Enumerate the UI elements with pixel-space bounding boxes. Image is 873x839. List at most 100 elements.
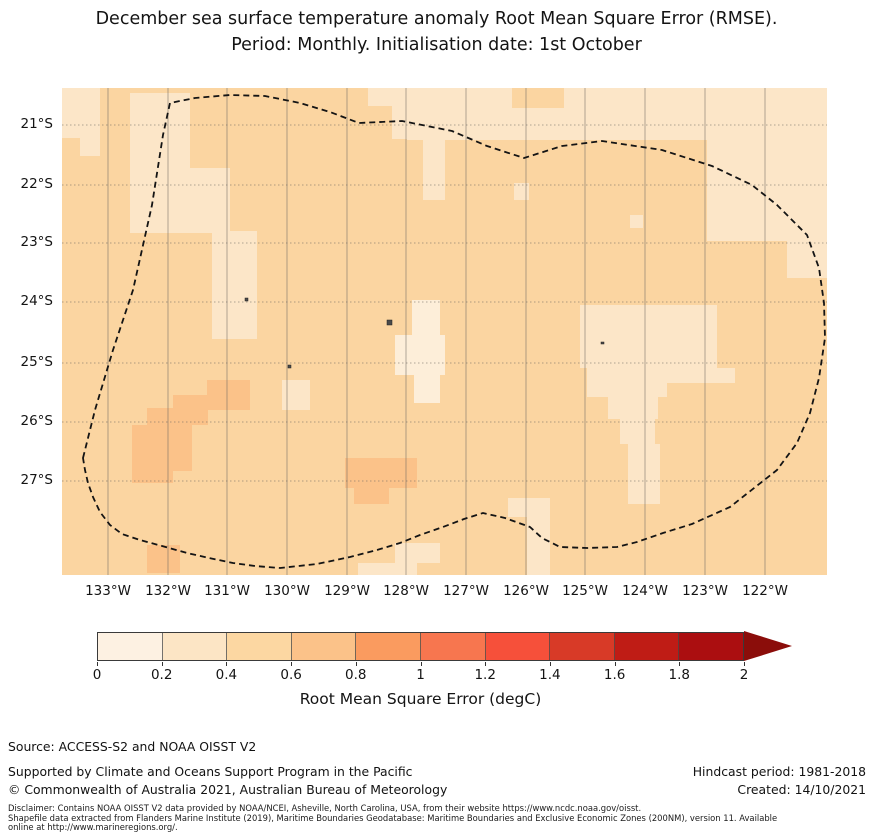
sst-rmse-heatmap: [62, 88, 827, 575]
heatmap-patch: [132, 425, 173, 483]
heatmap-patch: [587, 368, 735, 383]
heatmap-patch: [620, 419, 655, 444]
colorbar-label: Root Mean Square Error (degC): [299, 690, 542, 708]
heatmap-patch: [207, 380, 250, 410]
heatmap-patch: [282, 380, 310, 410]
y-tick-label: 27°S: [20, 472, 54, 488]
source-text: Source: ACCESS-S2 and NOAA OISST V2: [8, 739, 257, 754]
x-tick-label: 126°W: [503, 583, 549, 599]
colorbar-tickmark: [744, 662, 745, 666]
colorbar-tickmark: [614, 662, 616, 666]
x-tick-label: 128°W: [383, 583, 429, 599]
colorbar-segment: [98, 633, 163, 660]
created-date-text: Created: 14/10/2021: [737, 782, 866, 797]
x-tick-label: 125°W: [562, 583, 608, 599]
disclaimer-line2: Shapefile data extracted from Flanders M…: [8, 812, 778, 823]
colorbar-segment: [227, 633, 292, 660]
heatmap-patch: [527, 517, 550, 575]
map-plot-area: [62, 88, 827, 575]
y-tick-label: 22°S: [20, 176, 54, 192]
heatmap-patch: [62, 88, 100, 138]
heatmap-patch: [514, 183, 529, 200]
colorbar-tick-label: 0: [92, 667, 102, 683]
colorbar-tick-label: 1.8: [668, 667, 691, 683]
y-tick-label: 26°S: [20, 413, 54, 429]
heatmap-patch: [414, 375, 440, 403]
colorbar: [97, 632, 744, 661]
colorbar-segment: [291, 633, 357, 660]
heatmap-patch: [187, 168, 230, 233]
colorbar-tickmark: [226, 662, 228, 666]
heatmap-patch: [580, 305, 717, 368]
x-tick-label: 129°W: [324, 583, 370, 599]
heatmap-patch: [395, 543, 440, 563]
heatmap-patch: [80, 138, 100, 156]
heatmap-patch: [212, 231, 257, 339]
y-tick-label: 25°S: [20, 354, 54, 370]
heatmap-patch: [630, 215, 643, 228]
x-tick-label: 131°W: [204, 583, 250, 599]
x-tick-label: 123°W: [682, 583, 728, 599]
colorbar-segment: [162, 633, 228, 660]
colorbar-tickmark: [355, 662, 357, 666]
copyright-text: © Commonwealth of Australia 2021, Austra…: [8, 782, 448, 797]
colorbar-tickmark: [549, 662, 551, 666]
y-tick-label: 23°S: [20, 234, 54, 250]
heatmap-patch: [787, 241, 827, 278]
chart-title-line2: Period: Monthly. Initialisation date: 1s…: [231, 35, 642, 55]
island-marker: [600, 341, 605, 345]
colorbar-segment: [356, 633, 421, 660]
x-tick-label: 130°W: [264, 583, 310, 599]
island-marker: [287, 364, 292, 369]
x-tick-label: 124°W: [622, 583, 668, 599]
heatmap-patch: [628, 444, 660, 504]
hindcast-period-text: Hindcast period: 1981-2018: [692, 764, 866, 779]
y-tick-label: 24°S: [20, 293, 54, 309]
chart-title-line1: December sea surface temperature anomaly…: [95, 9, 778, 29]
heatmap-patch: [347, 106, 392, 146]
heatmap-patch: [508, 498, 550, 517]
x-tick-label: 132°W: [145, 583, 191, 599]
x-tick-label: 133°W: [85, 583, 131, 599]
eez-boundary-dashed-outline: [82, 94, 826, 569]
colorbar-tickmark: [420, 662, 422, 666]
supported-by-text: Supported by Climate and Oceans Support …: [8, 764, 413, 779]
colorbar-segment: [485, 633, 551, 660]
heatmap-patch: [608, 397, 658, 419]
disclaimer-line3: online at http://www.marineregions.org/.: [8, 822, 178, 832]
colorbar-tick-label: 1.6: [603, 667, 626, 683]
heatmap-patch: [358, 563, 417, 575]
heatmap-patch: [395, 335, 445, 375]
colorbar-tick-label: 1.4: [539, 667, 561, 683]
colorbar-tickmark: [97, 662, 98, 666]
x-tick-label: 127°W: [443, 583, 489, 599]
colorbar-tick-label: 0.4: [215, 667, 238, 683]
colorbar-segment: [614, 633, 680, 660]
colorbar-tickmark: [161, 662, 163, 666]
heatmap-patch: [412, 300, 440, 335]
colorbar-segment: [420, 633, 486, 660]
colorbar-segment: [550, 633, 615, 660]
y-tick-label: 21°S: [20, 116, 54, 132]
colorbar-tickmark: [679, 662, 681, 666]
heatmap-patch: [407, 88, 827, 140]
x-tick-label: 122°W: [742, 583, 788, 599]
colorbar-tickmark: [485, 662, 487, 666]
colorbar-tick-label: 0.8: [345, 667, 367, 683]
colorbar-tick-label: 2: [739, 667, 749, 683]
colorbar-tick-label: 0.2: [150, 667, 173, 683]
disclaimer-line1: Disclaimer: Contains NOAA OISST V2 data …: [8, 803, 642, 813]
island-marker: [386, 319, 393, 326]
heatmap-patch: [707, 140, 827, 241]
heatmap-patch: [587, 383, 667, 397]
colorbar-tick-label: 1: [416, 667, 425, 683]
heatmap-patch: [512, 88, 564, 108]
colorbar-tick-label: 1.2: [474, 667, 496, 683]
island-marker: [244, 297, 249, 302]
heatmap-patch: [354, 486, 389, 504]
colorbar-tickmark: [291, 662, 293, 666]
colorbar-tick-label: 0.6: [280, 667, 302, 683]
heatmap-patch: [345, 458, 417, 488]
colorbar-segment: [679, 633, 743, 660]
